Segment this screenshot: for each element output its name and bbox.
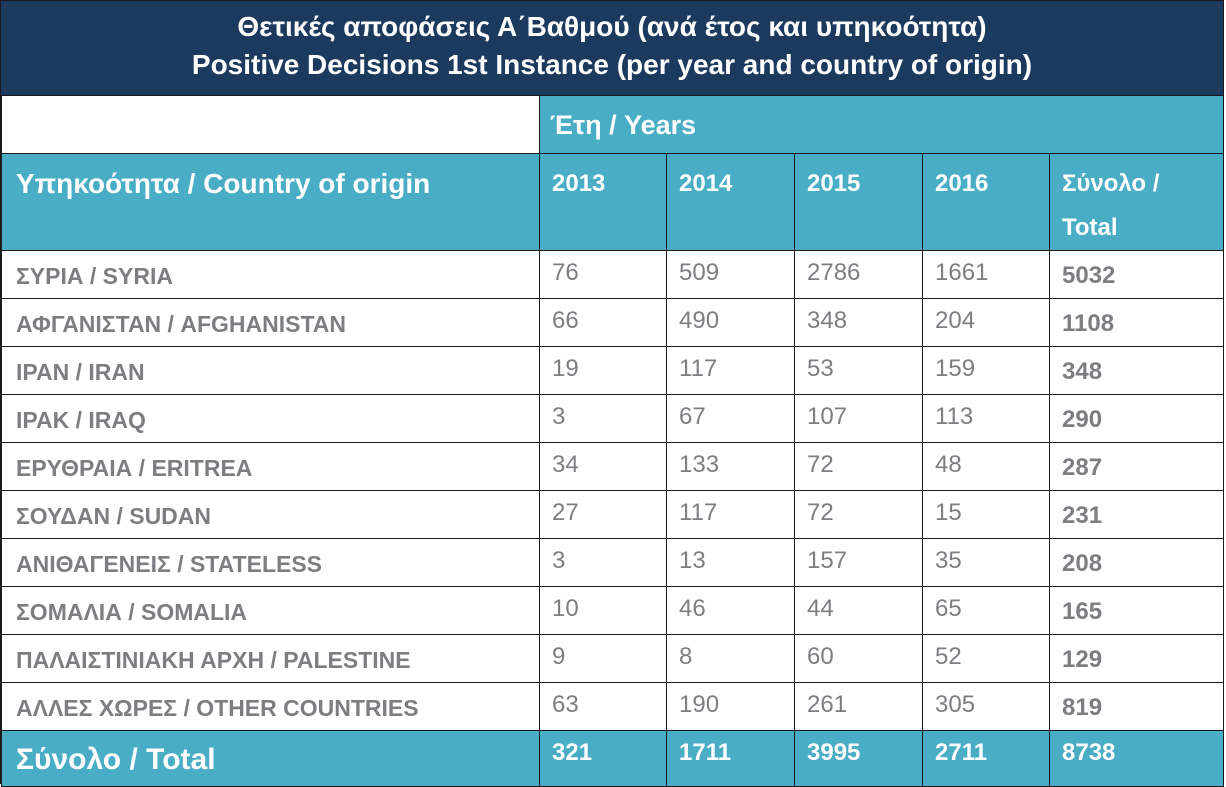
value-2014-cell: 8 bbox=[666, 634, 795, 683]
country-cell: ΣΟΜΑΛΙΑ / SOMALIA bbox=[1, 586, 540, 635]
table-title: Θετικές αποφάσεις Α΄Βαθμού (ανά έτος και… bbox=[1, 1, 1223, 95]
value-2013-cell: 34 bbox=[539, 442, 667, 491]
country-cell: ΙΡΑΝ / IRAN bbox=[1, 346, 540, 395]
table-row: ΑΛΛΕΣ ΧΩΡΕΣ / OTHER COUNTRIES 63 190 261 305… bbox=[1, 682, 1225, 731]
value-2015-cell: 60 bbox=[794, 634, 923, 683]
value-2015-cell: 53 bbox=[794, 346, 923, 395]
value-2014-cell: 509 bbox=[666, 250, 795, 299]
country-cell: ΣΥΡΙΑ / SYRIA bbox=[1, 250, 540, 299]
row-total-cell: 5032 bbox=[1048, 250, 1225, 299]
value-2013-cell: 76 bbox=[539, 250, 667, 299]
value-2013-cell: 27 bbox=[539, 490, 667, 539]
row-total-cell: 231 bbox=[1048, 490, 1225, 539]
year-header-2014: 2014 bbox=[666, 153, 795, 251]
total-2014: 1711 bbox=[666, 730, 795, 787]
value-2013-cell: 9 bbox=[539, 634, 667, 683]
total-column-header: Σύνολο / Total bbox=[1048, 153, 1225, 251]
value-2016-cell: 159 bbox=[922, 346, 1050, 395]
table-row: ΑΝΙΘΑΓΕΝΕΙΣ / STATELESS 3 13 157 35 208 bbox=[1, 538, 1225, 587]
value-2014-cell: 117 bbox=[666, 346, 795, 395]
value-2014-cell: 190 bbox=[666, 682, 795, 731]
value-2016-cell: 15 bbox=[922, 490, 1050, 539]
value-2015-cell: 107 bbox=[794, 394, 923, 443]
value-2014-cell: 67 bbox=[666, 394, 795, 443]
value-2015-cell: 72 bbox=[794, 442, 923, 491]
total-2016: 2711 bbox=[922, 730, 1050, 787]
value-2015-cell: 72 bbox=[794, 490, 923, 539]
value-2016-cell: 52 bbox=[922, 634, 1050, 683]
country-column-header: Υπηκοότητα / Country of origin bbox=[1, 153, 540, 251]
table-row: ΙΡΑΚ / IRAQ 3 67 107 113 290 bbox=[1, 394, 1225, 443]
value-2013-cell: 3 bbox=[539, 394, 667, 443]
table-row: ΙΡΑΝ / IRAN 19 117 53 159 348 bbox=[1, 346, 1225, 395]
country-cell: ΑΛΛΕΣ ΧΩΡΕΣ / OTHER COUNTRIES bbox=[1, 682, 540, 731]
years-header: Έτη / Years bbox=[538, 95, 1225, 154]
row-total-cell: 348 bbox=[1048, 346, 1225, 395]
totals-label: Σύνολο / Total bbox=[1, 730, 540, 787]
value-2015-cell: 348 bbox=[794, 298, 923, 347]
totals-row: Σύνολο / Total 321 1711 3995 2711 8738 bbox=[1, 730, 1225, 787]
empty-corner-cell bbox=[1, 95, 540, 154]
title-greek: Θετικές αποφάσεις Α΄Βαθμού (ανά έτος και… bbox=[237, 11, 987, 42]
row-total-cell: 290 bbox=[1048, 394, 1225, 443]
year-header-2015: 2015 bbox=[794, 153, 923, 251]
value-2016-cell: 1661 bbox=[922, 250, 1050, 299]
value-2016-cell: 113 bbox=[922, 394, 1050, 443]
value-2013-cell: 66 bbox=[539, 298, 667, 347]
table-row: ΣΟΜΑΛΙΑ / SOMALIA 10 46 44 65 165 bbox=[1, 586, 1225, 635]
row-total-cell: 208 bbox=[1048, 538, 1225, 587]
value-2016-cell: 204 bbox=[922, 298, 1050, 347]
total-2015: 3995 bbox=[794, 730, 923, 787]
year-header-2016: 2016 bbox=[922, 153, 1050, 251]
country-cell: ΑΝΙΘΑΓΕΝΕΙΣ / STATELESS bbox=[1, 538, 540, 587]
table-row: ΣΥΡΙΑ / SYRIA 76 509 2786 1661 5032 bbox=[1, 250, 1225, 299]
table-row: ΠΑΛΑΙΣΤΙΝΙΑΚΗ ΑΡΧΗ / PALESTINE 9 8 60 52 129 bbox=[1, 634, 1225, 683]
years-header-row: Έτη / Years bbox=[1, 95, 1225, 154]
value-2013-cell: 19 bbox=[539, 346, 667, 395]
value-2015-cell: 2786 bbox=[794, 250, 923, 299]
row-total-cell: 129 bbox=[1048, 634, 1225, 683]
country-cell: ΙΡΑΚ / IRAQ bbox=[1, 394, 540, 443]
value-2014-cell: 117 bbox=[666, 490, 795, 539]
table-row: ΣΟΥΔΑΝ / SUDAN 27 117 72 15 231 bbox=[1, 490, 1225, 539]
table-row: ΑΦΓΑΝΙΣΤΑΝ / AFGHANISTAN 66 490 348 204 1108 bbox=[1, 298, 1225, 347]
grand-total: 8738 bbox=[1048, 730, 1225, 787]
value-2016-cell: 48 bbox=[922, 442, 1050, 491]
value-2016-cell: 35 bbox=[922, 538, 1050, 587]
value-2013-cell: 63 bbox=[539, 682, 667, 731]
country-cell: ΕΡΥΘΡΑΙΑ / ERITREA bbox=[1, 442, 540, 491]
country-cell: ΑΦΓΑΝΙΣΤΑΝ / AFGHANISTAN bbox=[1, 298, 540, 347]
value-2014-cell: 133 bbox=[666, 442, 795, 491]
country-cell: ΠΑΛΑΙΣΤΙΝΙΑΚΗ ΑΡΧΗ / PALESTINE bbox=[1, 634, 540, 683]
value-2016-cell: 65 bbox=[922, 586, 1050, 635]
value-2015-cell: 44 bbox=[794, 586, 923, 635]
value-2013-cell: 10 bbox=[539, 586, 667, 635]
total-2013: 321 bbox=[539, 730, 667, 787]
row-total-cell: 165 bbox=[1048, 586, 1225, 635]
value-2014-cell: 490 bbox=[666, 298, 795, 347]
row-total-cell: 287 bbox=[1048, 442, 1225, 491]
row-total-cell: 819 bbox=[1048, 682, 1225, 731]
value-2014-cell: 46 bbox=[666, 586, 795, 635]
row-total-cell: 1108 bbox=[1048, 298, 1225, 347]
value-2015-cell: 261 bbox=[794, 682, 923, 731]
value-2015-cell: 157 bbox=[794, 538, 923, 587]
year-header-2013: 2013 bbox=[539, 153, 667, 251]
country-cell: ΣΟΥΔΑΝ / SUDAN bbox=[1, 490, 540, 539]
value-2013-cell: 3 bbox=[539, 538, 667, 587]
column-header-row: Υπηκοότητα / Country of origin 2013 2014… bbox=[1, 153, 1225, 251]
table-row: ΕΡΥΘΡΑΙΑ / ERITREA 34 133 72 48 287 bbox=[1, 442, 1225, 491]
title-english: Positive Decisions 1st Instance (per yea… bbox=[191, 49, 1033, 80]
decisions-table: Έτη / Years Υπηκοότητα / Country of orig… bbox=[1, 95, 1225, 787]
value-2014-cell: 13 bbox=[666, 538, 795, 587]
value-2016-cell: 305 bbox=[922, 682, 1050, 731]
